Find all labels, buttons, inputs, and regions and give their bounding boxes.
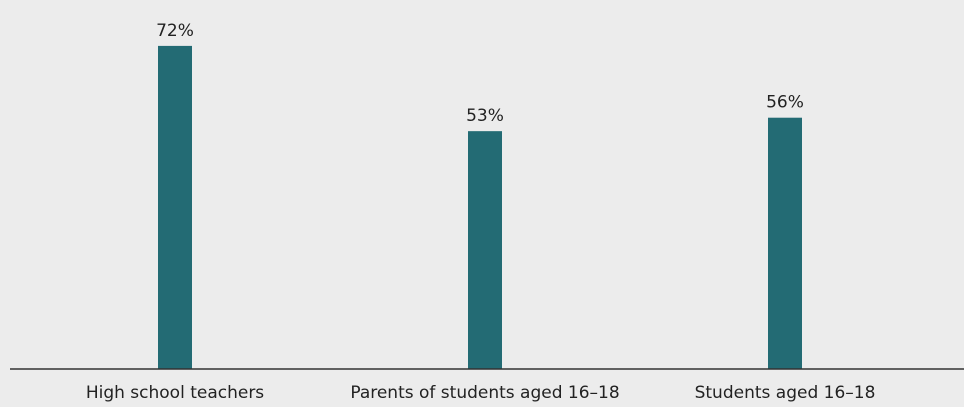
category-labels-group: High school teachers Parents of students … bbox=[86, 383, 876, 403]
category-label-1: Parents of students aged 16–18 bbox=[350, 383, 619, 403]
value-label-0: 72% bbox=[156, 21, 194, 41]
bar-2 bbox=[768, 117, 802, 369]
value-label-2: 56% bbox=[766, 93, 804, 113]
value-labels-group: 72% 53% 56% bbox=[156, 21, 804, 126]
bar-1 bbox=[468, 131, 502, 369]
bar-0 bbox=[158, 45, 192, 370]
bars-group bbox=[158, 45, 802, 370]
category-label-0: High school teachers bbox=[86, 383, 264, 403]
value-label-1: 53% bbox=[466, 106, 504, 126]
category-label-2: Students aged 16–18 bbox=[695, 383, 876, 403]
